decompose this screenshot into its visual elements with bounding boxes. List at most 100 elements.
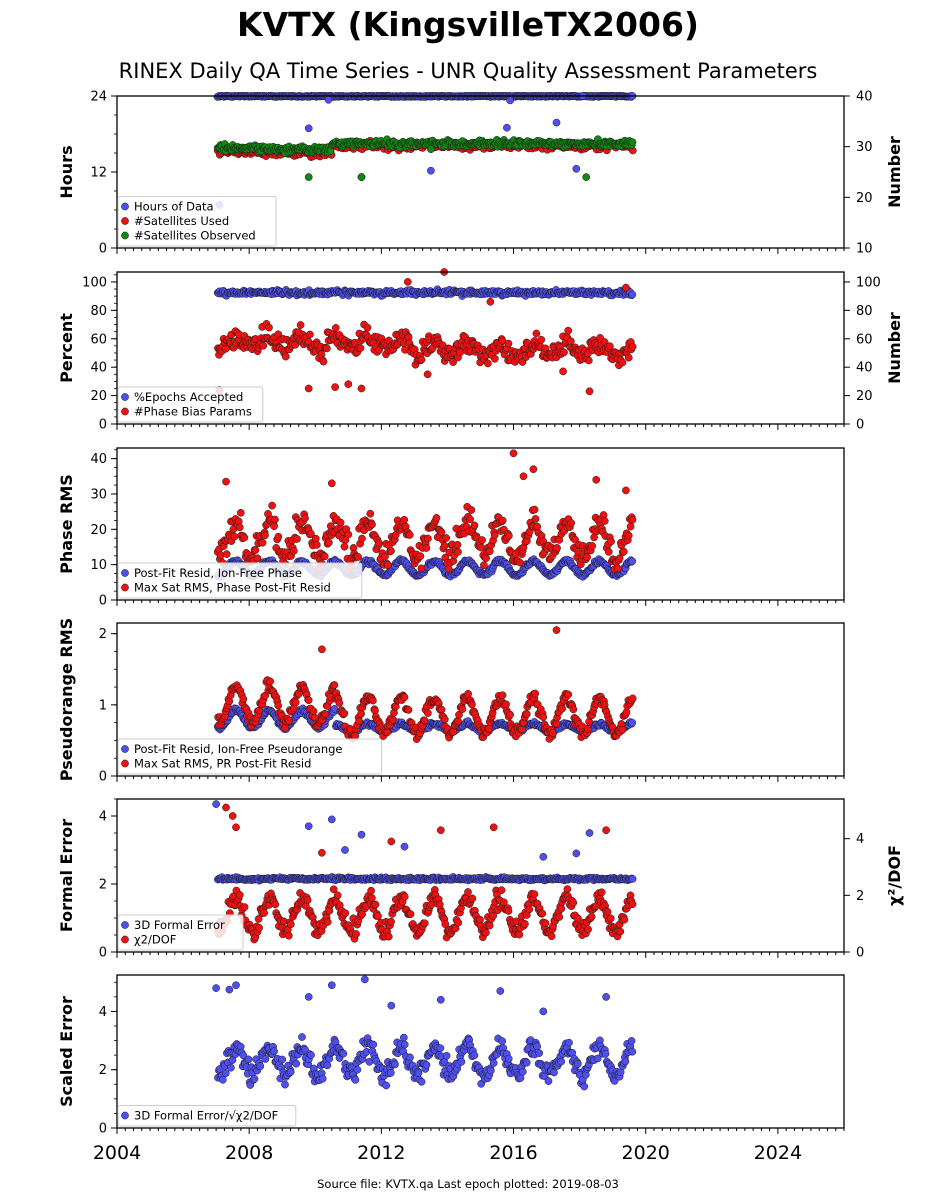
data-point [553,544,561,552]
series-1-dense [214,676,637,743]
data-point [369,696,377,705]
data-point [458,705,467,714]
data-point [311,534,320,543]
legend-marker [121,759,129,768]
data-point [498,516,507,525]
data-point [309,707,318,716]
data-point [614,564,622,573]
data-point [374,912,382,920]
legend: %Epochs Accepted#Phase Bias Params [117,386,264,423]
data-point [387,917,395,926]
data-point [482,554,490,562]
data-point [274,701,283,710]
y-tick-label: 40 [90,452,107,467]
data-point [564,690,573,699]
data-point [420,919,429,928]
legend-entry: Post-Fit Resid, Ion-Free Pseudorange [134,742,342,756]
data-point [530,505,539,514]
data-point [222,477,230,486]
legend-marker [121,407,129,416]
data-point [505,531,513,540]
data-point [564,326,573,335]
data-point [341,909,350,917]
data-point [478,536,486,544]
legend-entry: #Satellites Observed [134,229,256,243]
data-point [467,506,476,514]
y-axis-label: Percent [57,313,76,383]
data-point [522,710,531,718]
data-point [531,689,540,698]
data-point [330,681,339,689]
figure-title: KVTX (KingsvilleTX2006) [237,5,699,44]
data-point [417,564,426,573]
data-point [303,896,312,905]
data-point [340,542,349,551]
data-point [485,724,493,733]
data-point [304,696,313,705]
data-point [549,729,557,737]
data-point [261,531,269,540]
y-tick-label: 100 [82,275,107,290]
data-point [533,522,542,531]
y-tick-label: 1 [99,698,107,713]
legend-entry: #Satellites Used [134,214,229,228]
data-point [585,387,594,396]
data-point [449,728,458,736]
data-point [383,561,392,570]
data-point [628,290,637,299]
data-point [323,918,332,926]
data-point [572,164,581,173]
data-point [368,520,376,529]
data-point [422,544,431,552]
data-point [286,920,295,929]
data-point [519,472,528,481]
data-point [437,705,446,714]
data-point [480,561,488,570]
legend-marker [121,569,129,577]
data-point [560,348,568,357]
data-point [607,537,615,546]
y-tick-label: 20 [90,523,107,538]
data-point [583,553,591,562]
legend-marker [121,231,129,240]
data-point [400,515,409,524]
data-point [567,519,576,527]
data-point [321,710,330,718]
legend-marker [121,583,129,592]
y-right-tick-label: 40 [856,90,873,105]
data-point [423,370,432,379]
data-point [626,522,635,531]
data-point [260,909,268,917]
y-right-axis-label: Number [885,136,904,208]
data-point [327,479,336,488]
data-point [552,626,561,634]
legend-entry: #Phase Bias Params [134,405,252,419]
data-point [367,886,375,895]
data-point [470,521,479,530]
series-0-dense [213,285,637,300]
data-point [239,695,248,703]
data-point [271,900,280,909]
data-point [440,541,449,550]
data-point [444,565,453,573]
data-point [628,342,637,351]
data-point [484,359,492,368]
data-point [592,475,601,484]
legend-entry: Hours of Data [134,200,214,214]
data-point [331,383,339,391]
data-point [304,173,313,181]
data-point [400,693,409,702]
legend-marker [121,217,129,225]
data-point [403,278,412,286]
data-point [389,715,397,724]
y-tick-label: 40 [90,361,107,376]
data-point [230,532,239,541]
data-point [344,380,353,389]
data-point [537,335,546,344]
data-point [628,516,637,524]
data-point [325,906,334,915]
data-point [622,486,630,495]
data-point [354,553,362,561]
